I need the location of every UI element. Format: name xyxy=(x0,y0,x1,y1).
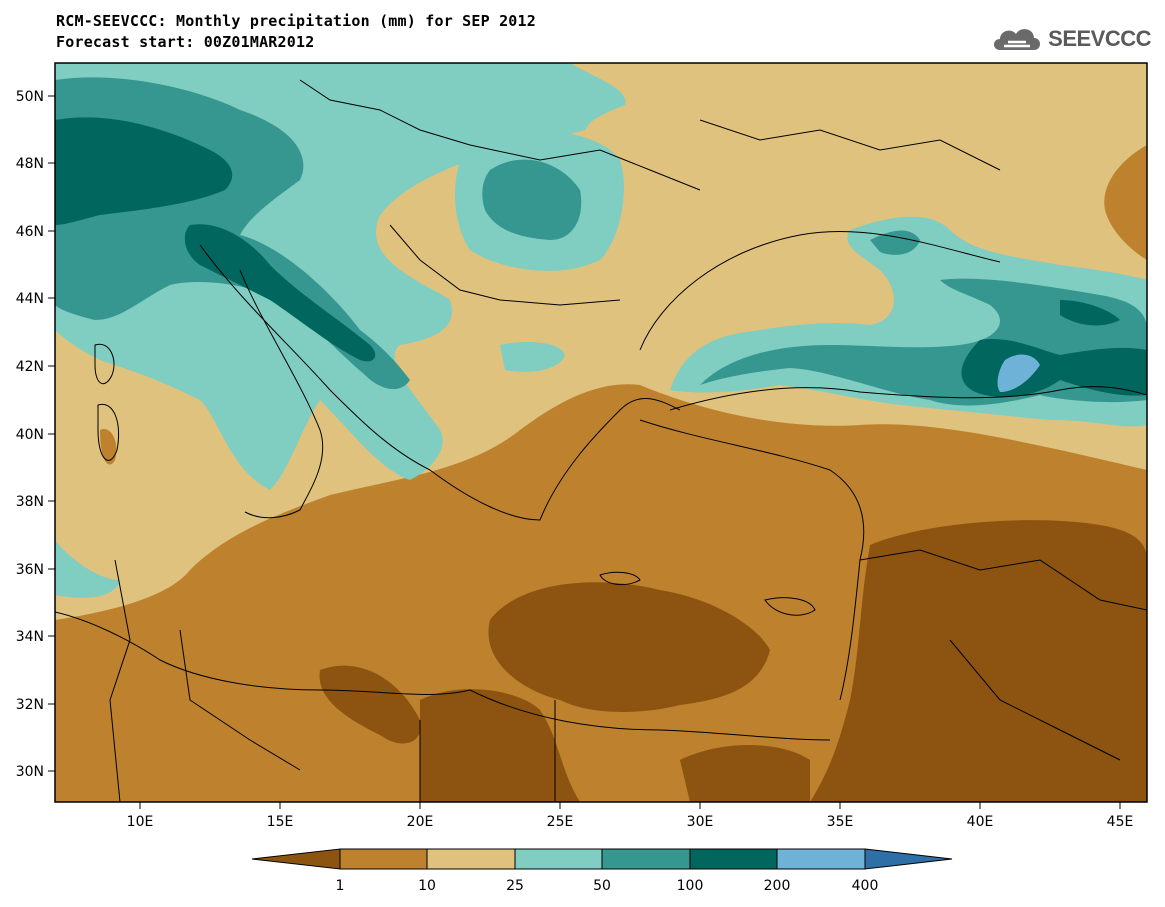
colorbar-segment xyxy=(426,848,516,870)
colorbar-high-arrow xyxy=(864,848,953,870)
lon-label: 20E xyxy=(407,814,434,830)
cloud-icon xyxy=(994,29,1041,50)
wettest-zone-caucasus-north xyxy=(1060,300,1120,326)
colorbar-labels: 1 10 25 50 100 200 400 xyxy=(336,878,879,894)
wettest-zone-dinaric xyxy=(184,224,376,362)
colorbar-segment xyxy=(776,848,866,870)
very-dry-east-mediterranean xyxy=(488,582,770,712)
lat-label: 48N xyxy=(16,156,44,172)
lat-label: 42N xyxy=(16,359,44,375)
lat-label: 50N xyxy=(16,89,44,105)
precipitation-field xyxy=(55,63,1147,802)
colorbar-tick-label: 400 xyxy=(852,878,879,894)
colorbar-tick-label: 50 xyxy=(593,878,611,894)
forecast-start-label: Forecast start: 00Z01MAR2012 xyxy=(56,33,315,51)
lat-label: 40N xyxy=(16,427,44,443)
longitude-axis: 10E 15E 20E 25E 30E 35E 40E 45E xyxy=(127,802,1134,830)
colorbar-tick-label: 25 xyxy=(506,878,524,894)
map-frame xyxy=(54,62,1148,803)
lat-label: 34N xyxy=(16,629,44,645)
lon-label: 15E xyxy=(267,814,294,830)
lat-label: 38N xyxy=(16,494,44,510)
colorbar-tick-label: 10 xyxy=(418,878,436,894)
lat-label: 36N xyxy=(16,562,44,578)
colorbar-segment xyxy=(689,848,778,870)
wettest-zone-alps xyxy=(55,117,233,225)
seevccc-logo: SEEVCCC xyxy=(990,22,1151,56)
map-title: RCM-SEEVCCC: Monthly precipitation (mm) … xyxy=(56,12,536,30)
extreme-wet-patch-georgia xyxy=(997,354,1040,392)
coastlines xyxy=(55,79,1147,802)
dry-zone-northeast xyxy=(1104,145,1147,260)
lon-label: 30E xyxy=(687,814,714,830)
colorbar xyxy=(251,848,953,870)
colorbar-segment xyxy=(601,848,691,870)
colorbar-tick-label: 200 xyxy=(764,878,791,894)
colorbar-tick-label: 100 xyxy=(677,878,704,894)
wetter-zone-black-sea xyxy=(870,230,920,255)
latitude-axis: 50N 48N 46N 44N 42N 40N 38N 36N 34N 32N … xyxy=(16,89,55,780)
lat-label: 46N xyxy=(16,224,44,240)
colorbar-low-arrow xyxy=(251,848,341,870)
logo-text: SEEVCCC xyxy=(1048,26,1151,51)
lon-label: 10E xyxy=(127,814,154,830)
very-dry-sinai xyxy=(680,745,810,802)
colorbar-tick-label: 1 xyxy=(336,878,345,894)
lon-label: 35E xyxy=(827,814,854,830)
colorbar-segment xyxy=(514,848,603,870)
dry-patch-cyprus xyxy=(845,518,871,545)
lon-label: 25E xyxy=(547,814,574,830)
wet-zone-north-italy xyxy=(55,540,120,598)
very-dry-libya xyxy=(319,665,421,744)
lat-label: 30N xyxy=(16,764,44,780)
dry-patch-sardinia xyxy=(100,429,117,465)
lat-label: 32N xyxy=(16,697,44,713)
colorbar-segment xyxy=(339,848,428,870)
wetter-zone-romania xyxy=(482,159,582,240)
wet-zone-bulgaria xyxy=(500,342,565,372)
lon-label: 40E xyxy=(967,814,994,830)
lat-label: 44N xyxy=(16,291,44,307)
very-dry-egypt xyxy=(420,689,580,802)
lon-label: 45E xyxy=(1107,814,1134,830)
